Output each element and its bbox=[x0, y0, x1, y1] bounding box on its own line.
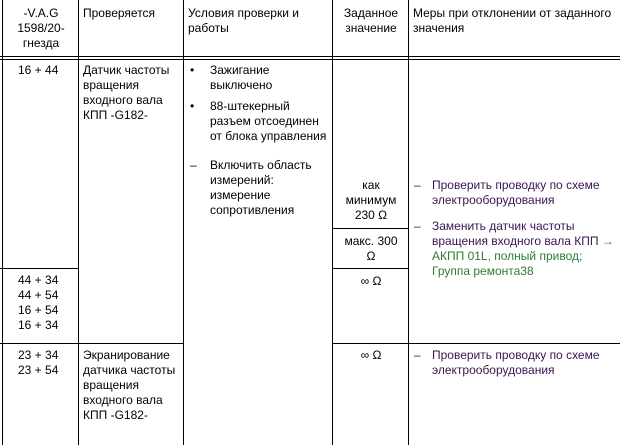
border bbox=[332, 268, 409, 269]
dash-icon: – bbox=[190, 158, 197, 172]
repair-group-link[interactable]: → АКПП 01L, полный привод; Группа ремонт… bbox=[432, 234, 614, 278]
dash-icon: – bbox=[414, 178, 421, 192]
socket-pair: 44 + 34 bbox=[18, 273, 59, 287]
border bbox=[0, 343, 184, 344]
condition-item: • 88-штекерный разъем отсоединен от блока… bbox=[190, 99, 327, 143]
border bbox=[2, 0, 3, 445]
border bbox=[78, 0, 79, 445]
value-max: макс. 300 Ω bbox=[344, 234, 398, 263]
socket-pair: 23 + 34 bbox=[18, 348, 59, 362]
dash-icon: – bbox=[414, 348, 421, 362]
border bbox=[332, 0, 333, 445]
socket-pair: 23 + 54 bbox=[18, 363, 59, 377]
value-min: как минимум 230 Ω bbox=[345, 178, 397, 222]
border bbox=[0, 56, 620, 57]
border bbox=[0, 268, 79, 269]
header-checked: Проверяется bbox=[83, 6, 156, 20]
value-open: ∞ Ω bbox=[360, 274, 382, 288]
header-sockets: -V.A.G 1598/20-гнезда bbox=[17, 6, 65, 50]
checked-row3: Экранирование датчика частоты вращения в… bbox=[83, 348, 176, 422]
socket-pair: 16 + 54 bbox=[18, 303, 59, 317]
measure-item: – Проверить проводку по схеме электрообор… bbox=[414, 178, 600, 207]
condition-step: – Включить область измерений: измерение с… bbox=[190, 158, 312, 217]
measure-item: – Проверить проводку по схеме электрообор… bbox=[414, 348, 600, 377]
checked-row1: Датчик частоты вращения входного вала КП… bbox=[83, 63, 170, 122]
border bbox=[183, 0, 184, 445]
conditions: • Зажигание выключено • 88-штекерный разъе… bbox=[186, 63, 331, 218]
measure-item: – Заменить датчик частоты вращения входно… bbox=[414, 219, 614, 278]
border bbox=[332, 228, 409, 229]
bullet-icon: • bbox=[190, 99, 195, 113]
border bbox=[0, 59, 620, 60]
header-measures: Меры при отклонении от заданного значени… bbox=[413, 6, 612, 35]
socket-pair: 44 + 54 bbox=[18, 288, 59, 302]
header-value: Заданное значение bbox=[343, 6, 399, 35]
border bbox=[332, 343, 620, 344]
bullet-icon: • bbox=[190, 63, 195, 77]
sockets-row1: 16 + 44 bbox=[18, 63, 58, 78]
sockets-row2: 44 + 34 44 + 54 16 + 54 16 + 34 bbox=[18, 273, 58, 333]
border bbox=[408, 0, 409, 445]
socket-pair: 16 + 44 bbox=[18, 63, 59, 77]
header-conditions: Условия проверки и работы bbox=[188, 6, 299, 35]
socket-pair: 16 + 34 bbox=[18, 318, 59, 332]
condition-item: • Зажигание выключено bbox=[190, 63, 273, 92]
dash-icon: – bbox=[414, 219, 421, 233]
sockets-row3: 23 + 34 23 + 54 bbox=[18, 348, 58, 378]
value-open: ∞ Ω bbox=[360, 348, 382, 362]
